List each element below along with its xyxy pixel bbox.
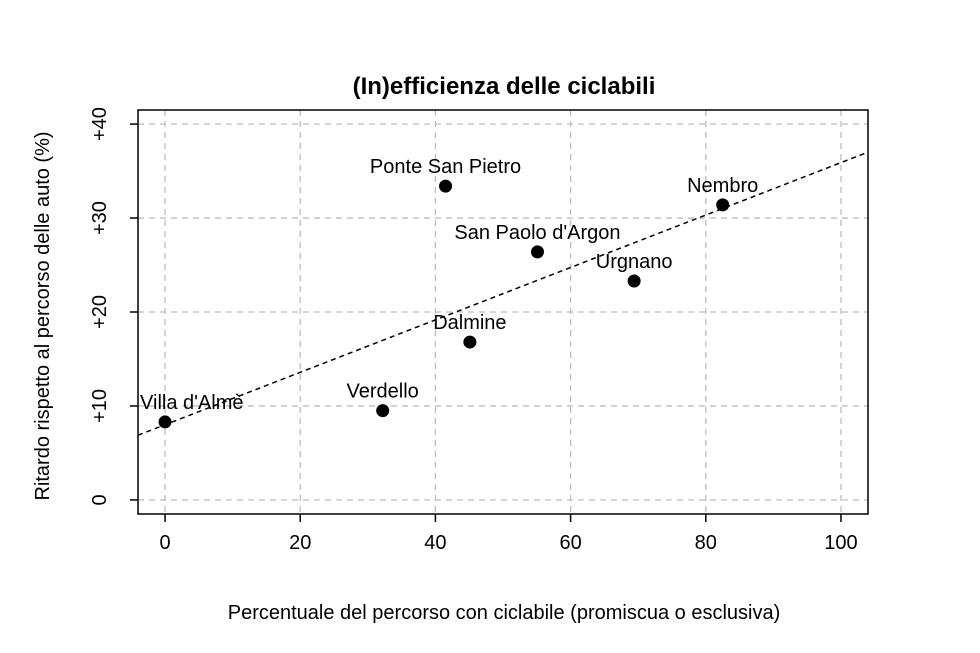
x-tick-label: 0: [159, 532, 170, 554]
x-tick-label: 100: [824, 532, 857, 554]
y-tick-label: +30: [89, 201, 111, 235]
x-tick-label: 20: [289, 532, 311, 554]
trend-line: [137, 151, 869, 436]
y-tick-label: +40: [89, 107, 111, 141]
point-label: Verdello: [347, 381, 419, 403]
y-tick-label: +20: [89, 295, 111, 329]
x-tick-label: 60: [559, 532, 581, 554]
data-point: [439, 179, 453, 193]
chart-title: (In)efficienza delle ciclabili: [353, 73, 656, 100]
x-tick-label: 80: [695, 532, 717, 554]
data-point: [627, 274, 641, 288]
point-label: Nembro: [687, 175, 758, 197]
data-point: [463, 335, 477, 349]
point-label: Villa d'Almè: [140, 392, 244, 414]
point-label: Dalmine: [433, 312, 506, 334]
x-axis: 0 20 40 60 80 100: [159, 514, 858, 554]
data-point: [376, 404, 390, 418]
data-point: [158, 415, 172, 429]
y-axis-label: Ritardo rispetto al percorso delle auto …: [32, 131, 54, 500]
point-label: San Paolo d'Argon: [454, 222, 620, 244]
x-tick-label: 40: [424, 532, 446, 554]
y-axis: 0 +10 +20 +30 +40: [89, 107, 138, 505]
point-label: Urgnano: [596, 251, 673, 273]
point-label: Ponte San Pietro: [370, 156, 521, 178]
y-tick-label: +10: [89, 389, 111, 423]
grid: [138, 110, 868, 514]
data-point: [716, 198, 730, 212]
x-axis-label: Percentuale del percorso con ciclabile (…: [228, 602, 780, 624]
data-point: [530, 245, 544, 259]
y-tick-label: 0: [89, 494, 111, 505]
data-points: Villa d'Almè Verdello Dalmine Ponte San Pie…: [140, 156, 758, 429]
